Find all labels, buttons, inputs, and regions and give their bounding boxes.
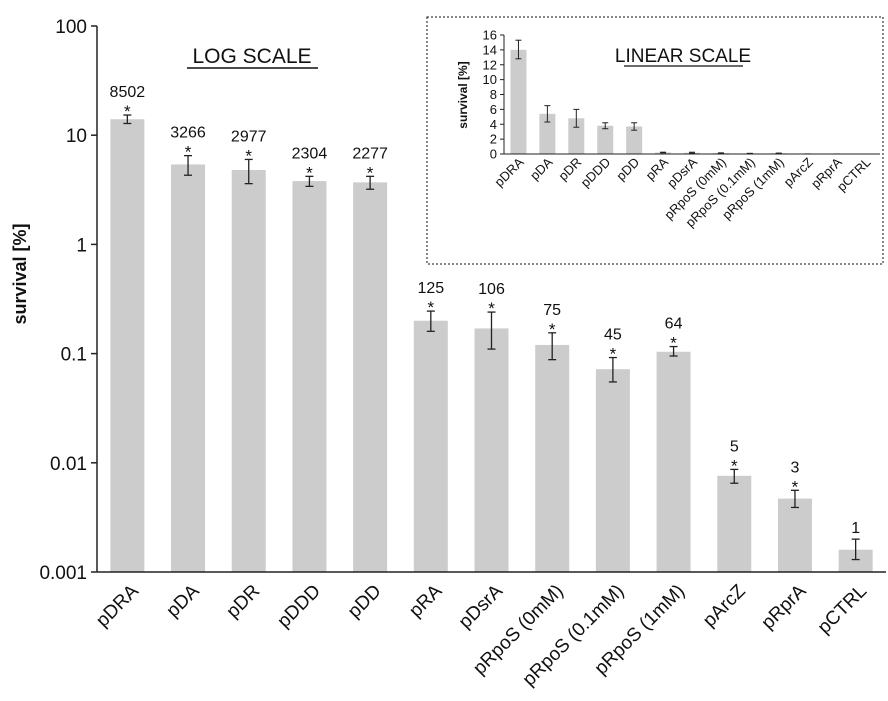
bar-pDA	[171, 164, 206, 572]
fold-change-label: 45	[604, 327, 622, 344]
fold-change-label: 2277	[352, 145, 388, 162]
x-tick-label: pDA	[163, 580, 204, 621]
y-tick-label: 0.1	[61, 345, 87, 366]
bar-pRpoS (1mM)	[656, 351, 691, 572]
significance-mark: *	[306, 163, 313, 182]
inset-bar-pDA	[539, 113, 556, 154]
x-tick-label: pDD	[344, 581, 386, 623]
bar-pRA	[413, 320, 448, 572]
linear-scale-title: LINEAR SCALE	[615, 46, 751, 67]
significance-mark: *	[367, 163, 374, 182]
inset-y-axis-title: survival [%]	[456, 61, 470, 128]
bar-pRpoS (0.1mM)	[595, 369, 630, 572]
significance-mark: *	[124, 102, 131, 121]
fold-change-label: 1	[851, 520, 860, 537]
inset-error-bar-pDRA	[515, 39, 522, 60]
bar-pRpoS (0mM)	[535, 344, 570, 572]
significance-mark: *	[549, 320, 556, 339]
y-tick-label: 0.001	[39, 563, 87, 584]
inset-y-tick-label: 2	[490, 132, 497, 147]
fold-change-label: 3266	[170, 125, 206, 142]
fold-change-label: 8502	[110, 84, 146, 101]
error-bar-pCTRL	[851, 538, 860, 561]
inset-y-tick-label: 10	[483, 72, 497, 87]
significance-mark: *	[185, 143, 192, 162]
fold-change-label: 64	[665, 316, 683, 333]
error-bar-pRpoS (0mM)	[548, 332, 557, 361]
significance-mark: *	[488, 299, 495, 318]
inset-y-tick-label: 14	[483, 42, 497, 57]
inset-error-bar-pDA	[544, 105, 551, 123]
significance-mark: *	[245, 146, 252, 165]
bar-pDR	[231, 170, 266, 572]
inset-bar-pDD	[626, 126, 643, 154]
significance-mark: *	[427, 298, 434, 317]
error-bar-pDA	[184, 154, 193, 176]
fold-change-label: 125	[417, 280, 444, 297]
error-bar-pRpoS (1mM)	[669, 345, 678, 357]
fold-change-label: 75	[543, 302, 561, 319]
inset-y-tick-label: 0	[490, 147, 497, 162]
error-bar-pArcZ	[730, 468, 739, 484]
fold-change-label: 2304	[292, 145, 328, 162]
fold-change-label: 106	[478, 281, 505, 298]
inset-bar-pDR	[568, 118, 585, 154]
fold-change-label: 3	[791, 459, 800, 476]
y-tick-label: 0.01	[50, 454, 87, 475]
inset-y-tick-label: 16	[483, 28, 497, 43]
inset-y-tick-label: 8	[490, 87, 497, 102]
inset-error-bar-pDD	[631, 122, 638, 131]
bar-pRprA	[777, 498, 812, 572]
error-bar-pDD	[366, 175, 375, 190]
x-tick-label: pRA	[405, 580, 446, 621]
error-bar-pDR	[244, 158, 253, 185]
x-tick-label: pDRA	[92, 580, 143, 631]
error-bar-pDRA	[123, 114, 132, 125]
inset-frame	[426, 16, 884, 265]
x-tick-label: pDR	[223, 581, 265, 623]
x-tick-label: pDDD	[274, 581, 325, 632]
inset-y-tick-label: 12	[483, 57, 497, 72]
y-tick-label: 10	[66, 126, 87, 147]
inset-error-bar-pDR	[573, 108, 580, 128]
fold-change-label: 5	[730, 438, 739, 455]
inset-bar-pDDD	[597, 125, 614, 154]
bar-pArcZ	[717, 475, 752, 572]
error-bar-pRA	[426, 310, 435, 332]
significance-mark: *	[670, 334, 677, 353]
error-bar-pRpoS (0.1mM)	[608, 356, 617, 383]
inset-error-bar-pDsrA	[689, 151, 695, 154]
significance-mark: *	[731, 456, 738, 475]
inset-error-bar-pDDD	[602, 122, 609, 130]
bar-pDRA	[110, 119, 145, 572]
bar-pDD	[353, 182, 388, 573]
significance-mark: *	[610, 345, 617, 364]
inset-y-tick-label: 4	[490, 117, 497, 132]
error-bar-pRprA	[790, 489, 799, 509]
fold-change-label: 2977	[231, 128, 267, 145]
significance-mark: *	[792, 477, 799, 496]
x-tick-label: pCTRL	[814, 581, 871, 638]
error-bar-pDsrA	[487, 311, 496, 350]
inset-bar-pDRA	[510, 49, 527, 154]
y-axis-title: survival [%]	[10, 223, 30, 324]
y-tick-label: 1	[76, 235, 87, 256]
error-bar-pDDD	[305, 175, 314, 188]
x-tick-label: pArcZ	[699, 580, 750, 631]
bar-pDsrA	[474, 328, 509, 572]
log-scale-title: LOG SCALE	[192, 45, 311, 68]
y-tick-label: 100	[55, 17, 87, 38]
x-tick-label: pDsrA	[455, 580, 507, 632]
inset-y-tick-label: 6	[490, 102, 497, 117]
bar-pCTRL	[838, 549, 873, 572]
bar-pDDD	[292, 181, 327, 572]
x-tick-label: pRprA	[758, 580, 811, 633]
inset-error-bar-pRA	[660, 151, 667, 154]
